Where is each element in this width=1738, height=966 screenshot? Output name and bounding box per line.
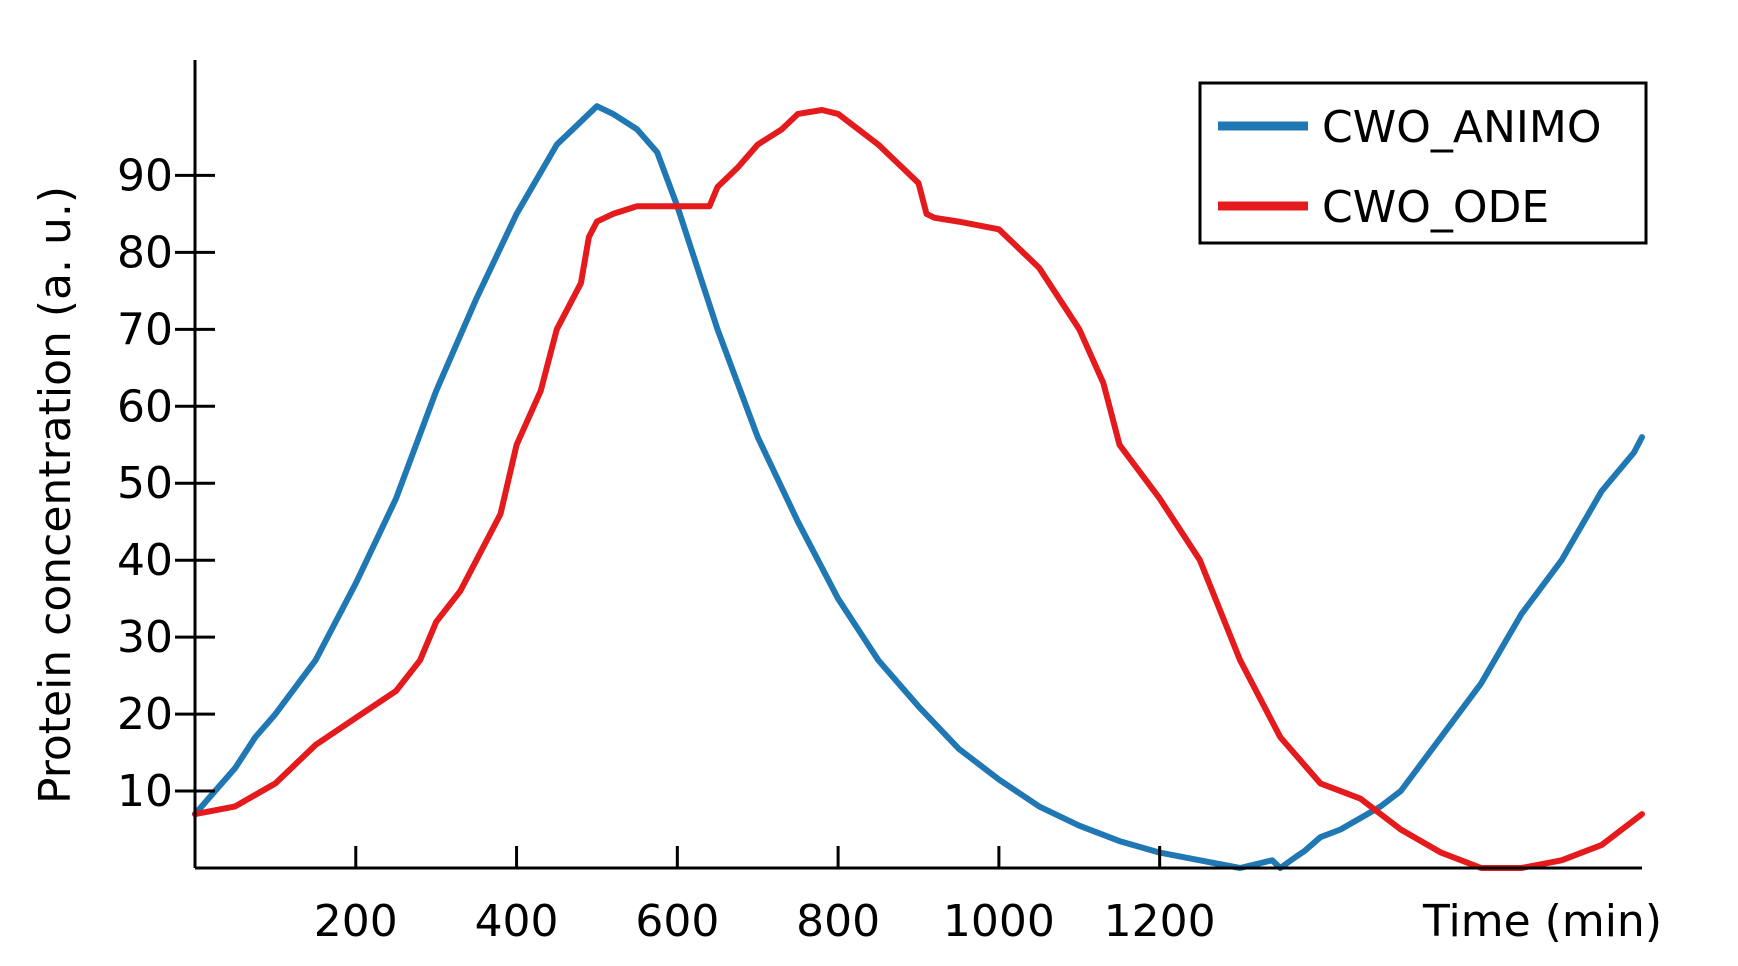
y-ticks: 10 20 30 40 50 60 70 80 90 (117, 150, 215, 817)
x-tick-label: 400 (475, 896, 559, 947)
y-tick-label: 40 (117, 535, 173, 586)
x-tick-label: 1000 (943, 896, 1055, 947)
x-axis-label: Time (min) (1422, 896, 1662, 947)
y-axis-label: Protein concentration (a. u.) (30, 186, 81, 804)
y-tick-label: 30 (117, 612, 173, 663)
y-tick-label: 20 (117, 689, 173, 740)
y-tick-label: 50 (117, 458, 173, 509)
y-tick-label: 90 (117, 150, 173, 201)
x-ticks: 200 400 600 800 1000 1200 (314, 846, 1216, 947)
plot-area (192, 103, 1645, 871)
legend-label: CWO_ANIMO (1322, 102, 1601, 153)
legend-box (1198, 81, 1648, 245)
x-tick-label: 1200 (1104, 896, 1216, 947)
legend: CWO_ANIMO CWO_ODE (1198, 81, 1648, 245)
x-tick-label: 800 (796, 896, 880, 947)
y-tick-label: 60 (117, 381, 173, 432)
x-tick-label: 200 (314, 896, 398, 947)
y-tick-label: 80 (117, 227, 173, 278)
y-tick-label: 70 (117, 304, 173, 355)
legend-label: CWO_ODE (1322, 182, 1549, 233)
axes (193, 60, 1642, 870)
series-line-cwo-ode (192, 107, 1645, 871)
y-tick-label: 10 (117, 766, 173, 817)
x-tick-label: 600 (635, 896, 719, 947)
